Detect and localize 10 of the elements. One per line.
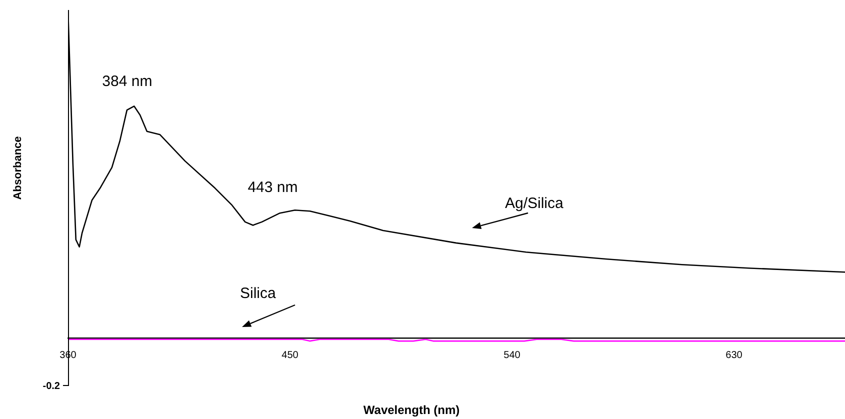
x-tick-label: 540 bbox=[504, 350, 521, 361]
y-axis-title: Absorbance bbox=[12, 136, 24, 200]
x-axis-title: Wavelength (nm) bbox=[363, 403, 460, 417]
x-tick-label: 450 bbox=[282, 350, 299, 361]
text: Ag/Silica bbox=[505, 195, 564, 212]
x-tick-label: 630 bbox=[726, 350, 743, 361]
text: Silica bbox=[240, 285, 276, 302]
text: -0.2 bbox=[42, 380, 60, 392]
annotation: 443 nm bbox=[248, 178, 298, 196]
annotation: 384 nm bbox=[102, 73, 152, 90]
